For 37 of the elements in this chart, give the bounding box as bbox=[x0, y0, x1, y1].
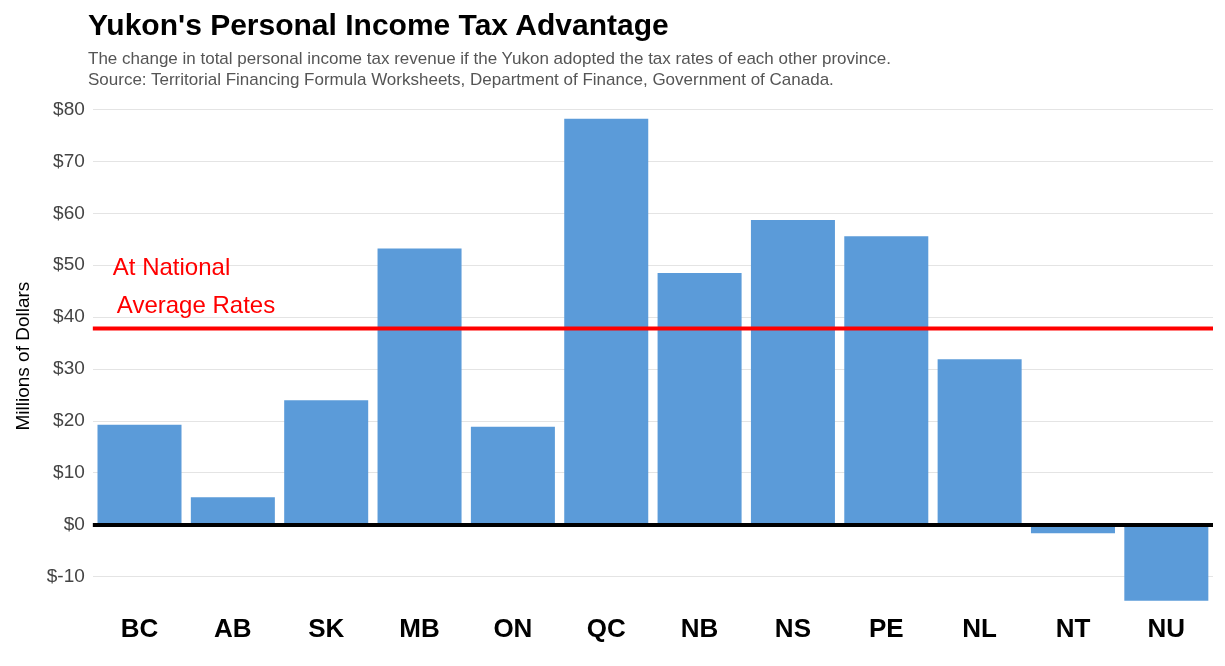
bar bbox=[97, 424, 182, 525]
y-tick-label: $-10 bbox=[46, 565, 85, 587]
x-tick-label: NT bbox=[1055, 612, 1091, 643]
chart-title: Yukon's Personal Income Tax Advantage bbox=[88, 8, 670, 42]
bar bbox=[564, 118, 649, 525]
bar bbox=[844, 236, 929, 525]
bar bbox=[377, 248, 462, 525]
x-tick-label: SK bbox=[308, 612, 345, 643]
x-tick-label: NU bbox=[1147, 612, 1186, 643]
bar bbox=[470, 426, 555, 525]
x-tick-label: NS bbox=[774, 612, 811, 643]
bar bbox=[657, 273, 742, 525]
y-tick-label: $0 bbox=[63, 513, 85, 535]
y-tick-label: $20 bbox=[53, 409, 85, 431]
bar bbox=[937, 359, 1022, 525]
x-tick-label: AB bbox=[214, 612, 252, 643]
bar bbox=[1124, 525, 1209, 601]
y-tick-label: $10 bbox=[53, 461, 85, 483]
y-tick-label: $50 bbox=[53, 253, 85, 275]
x-tick-label: NB bbox=[680, 612, 719, 643]
y-tick-label: $80 bbox=[53, 97, 85, 119]
bar bbox=[750, 220, 835, 525]
y-tick-label: $70 bbox=[53, 149, 85, 171]
chart-subtitle: The change in total personal income tax revenue if the Yukon adopted the tax rates of each other province. Source: Territorial Financing Formula Worksheets, Department of Finance, Government of Canada. bbox=[88, 48, 892, 90]
x-tick-label: MB bbox=[399, 612, 440, 643]
x-tick-label: ON bbox=[493, 612, 533, 643]
bar bbox=[190, 497, 275, 525]
x-tick-label: NL bbox=[962, 612, 998, 643]
y-axis-title: Millions of Dollars bbox=[11, 281, 33, 431]
y-tick-label: $40 bbox=[53, 305, 85, 327]
x-tick-label: QC bbox=[586, 612, 626, 643]
y-tick-label: $30 bbox=[53, 357, 85, 379]
y-tick-label: $60 bbox=[53, 201, 85, 223]
x-tick-label: PE bbox=[868, 612, 904, 643]
x-tick-label: BC bbox=[120, 612, 159, 643]
ref-line-label: At National Average Rates bbox=[112, 252, 276, 318]
bar bbox=[284, 400, 369, 525]
